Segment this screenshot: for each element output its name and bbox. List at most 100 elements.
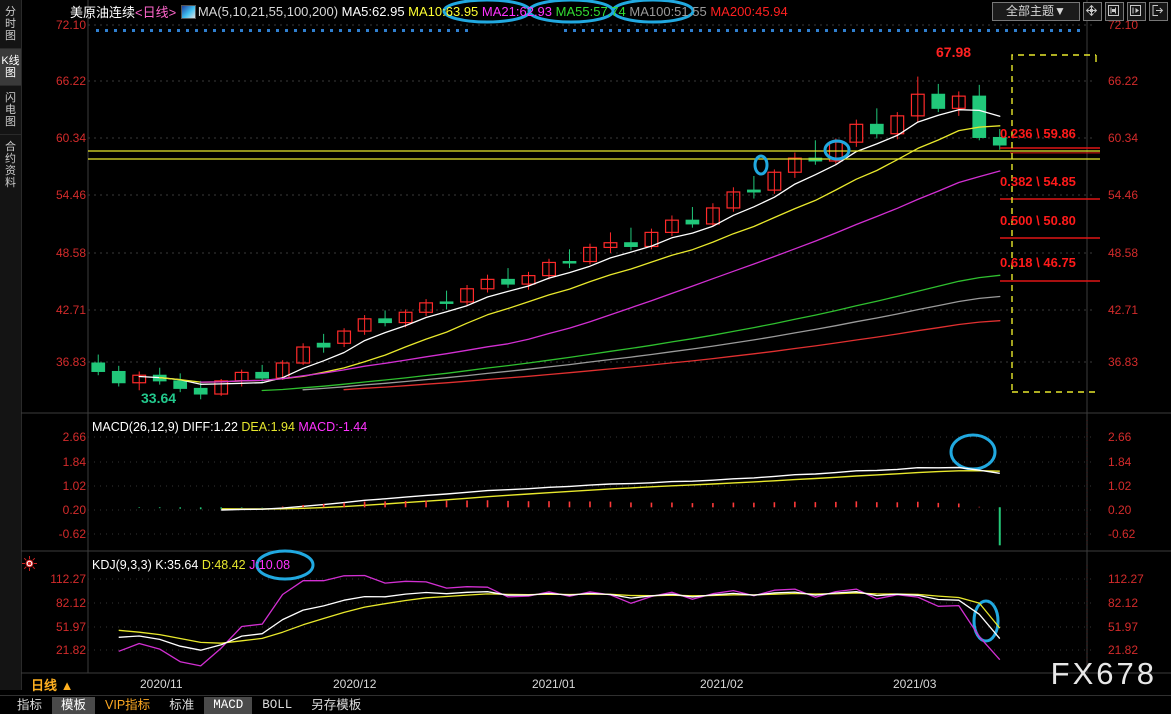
period-label[interactable]: 日线 ▲ <box>31 678 74 693</box>
macd-tick-right: 0.20 <box>1108 503 1132 517</box>
price-tick-right: 66.22 <box>1108 74 1139 88</box>
price-tick-right: 72.10 <box>1108 18 1139 32</box>
toolbar-item-cn[interactable]: 另存模板 <box>311 697 362 712</box>
period-bar: 日线 ▲ <box>21 674 1171 696</box>
fib-level-label: 0.236 \ 59.86 <box>1000 126 1076 141</box>
highlight-kdj-j <box>255 549 315 581</box>
toolbar-item-cn[interactable]: VIP指标 <box>105 697 151 712</box>
kdj-j: J:10.08 <box>249 558 291 572</box>
macd-tick-right: 1.84 <box>1108 455 1132 469</box>
kdj-tick-right: 82.12 <box>1108 596 1139 610</box>
price-tick-right: 60.34 <box>1108 131 1139 145</box>
price-tick-right: 54.46 <box>1108 188 1139 202</box>
macd-tick-left: 0.20 <box>62 503 86 517</box>
price-tick-left: 60.34 <box>55 131 86 145</box>
price-tick-left: 48.58 <box>55 246 86 260</box>
kdj-tick-left: 82.12 <box>55 596 86 610</box>
macd-diff: DIFF:1.22 <box>182 420 238 434</box>
alert-indicator-icon[interactable] <box>22 556 37 571</box>
left-sidebar: 分时图 K线图 闪电图 合约资料 <box>0 0 22 690</box>
bottom-toolbar: 指标 模板 VIP指标 标准 MACD BOLL 另存模板 <box>0 695 1171 714</box>
ma5-value: MA5:62.95 <box>341 4 405 19</box>
kdj-tick-left: 51.97 <box>55 620 86 634</box>
sidebar-divider <box>0 134 21 135</box>
sidebar-divider <box>0 85 21 86</box>
macd-tick-right: 2.66 <box>1108 430 1132 444</box>
kdj-legend: KDJ(9,3,3) K:35.64 D:48.42 J:10.08 <box>92 558 290 572</box>
macd-name: MACD(26,12,9) <box>92 420 179 434</box>
highlight-candle-b <box>823 139 851 161</box>
ma55-value: MA55:57.74 <box>555 4 626 19</box>
chart-canvas[interactable] <box>21 0 1171 690</box>
date-tick: 2021/03 <box>893 677 937 691</box>
fib-level-label: 0.500 \ 50.80 <box>1000 213 1076 228</box>
toolbar-item-cn[interactable]: 标准 <box>169 697 195 712</box>
peak-high-label: 67.98 <box>936 44 972 60</box>
price-tick-left: 54.46 <box>55 188 86 202</box>
macd-value: MACD:-1.44 <box>298 420 368 434</box>
exit-icon[interactable] <box>1149 2 1168 21</box>
sidebar-divider <box>0 48 21 49</box>
highlight-ma55 <box>611 0 695 24</box>
toolbar-item-boll[interactable]: BOLL <box>262 697 293 712</box>
toolbar-item-cn[interactable]: 指标 <box>17 697 43 712</box>
price-tick-right: 48.58 <box>1108 246 1139 260</box>
price-tick-right: 42.71 <box>1108 303 1139 317</box>
toolbar-item-macd[interactable]: MACD <box>204 696 253 714</box>
macd-tick-right: -0.62 <box>1108 527 1136 541</box>
symbol-name: 美原油连续 <box>70 5 136 20</box>
highlight-macd-cross <box>949 433 997 471</box>
fit-right-icon[interactable] <box>1127 2 1146 21</box>
fib-level-label: 0.618 \ 46.75 <box>1000 255 1076 270</box>
watermark: FX678 <box>1050 656 1157 691</box>
kdj-tick-right: 112.27 <box>1108 572 1144 586</box>
chart-header-legend: 美原油连续<日线> MA(5,10,21,55,100,200) MA5:62.… <box>70 2 788 21</box>
move-crosshair-icon[interactable] <box>1083 2 1102 21</box>
chart-type-icon[interactable] <box>180 4 196 19</box>
highlight-candle-a <box>753 154 769 176</box>
fit-left-icon[interactable] <box>1105 2 1124 21</box>
kdj-name: KDJ(9,3,3) <box>92 558 152 572</box>
sidebar-item-label: K线图 <box>1 55 20 79</box>
ma21-value: MA21:62.93 <box>481 4 553 19</box>
ma100-value: MA100:51.55 <box>629 4 707 19</box>
macd-tick-left: 1.84 <box>62 455 86 469</box>
ma200-value: MA200:45.94 <box>710 4 788 19</box>
theme-select-button[interactable]: 全部主题▼ <box>992 2 1080 21</box>
sidebar-item-contract-info[interactable]: 合约资料 <box>0 135 21 195</box>
macd-dea: DEA:1.94 <box>241 420 295 434</box>
highlight-kdj-cross <box>972 599 1000 643</box>
top-right-controls: 全部主题▼ <box>992 2 1168 21</box>
peak-low-label: 33.64 <box>141 390 177 406</box>
sidebar-item-lightning[interactable]: 闪电图 <box>0 86 21 134</box>
date-tick: 2021/01 <box>532 677 576 691</box>
macd-tick-left: -0.62 <box>58 527 86 541</box>
period-tag: <日线> <box>135 5 177 20</box>
price-tick-left: 42.71 <box>55 303 86 317</box>
macd-legend: MACD(26,12,9) DIFF:1.22 DEA:1.94 MACD:-1… <box>92 420 367 434</box>
date-tick: 2021/02 <box>700 677 744 691</box>
kdj-tick-right: 21.82 <box>1108 643 1139 657</box>
sidebar-item-kline[interactable]: K线图 <box>0 49 21 85</box>
price-tick-left: 72.10 <box>55 18 86 32</box>
sidebar-item-label: 分时图 <box>5 6 16 42</box>
price-tick-left: 36.83 <box>55 355 86 369</box>
chart-graphics <box>21 0 1171 674</box>
macd-tick-left: 1.02 <box>62 479 86 493</box>
date-tick: 2020/12 <box>333 677 377 691</box>
price-tick-left: 66.22 <box>55 74 86 88</box>
ma-params: MA(5,10,21,55,100,200) <box>197 4 339 19</box>
macd-tick-right: 1.02 <box>1108 479 1132 493</box>
sidebar-item-timeshare[interactable]: 分时图 <box>0 0 21 48</box>
price-tick-right: 36.83 <box>1108 355 1139 369</box>
ma10-value: MA10:63.95 <box>408 4 479 19</box>
kdj-tick-left: 21.82 <box>55 643 86 657</box>
kdj-tick-right: 51.97 <box>1108 620 1139 634</box>
macd-tick-left: 2.66 <box>62 430 86 444</box>
kdj-d: D:48.42 <box>201 558 246 572</box>
toolbar-item-cn[interactable]: 模板 <box>52 696 96 714</box>
fib-level-label: 0.382 \ 54.85 <box>1000 174 1076 189</box>
kdj-k: K:35.64 <box>155 558 199 572</box>
sidebar-item-label: 合约资料 <box>5 141 16 189</box>
